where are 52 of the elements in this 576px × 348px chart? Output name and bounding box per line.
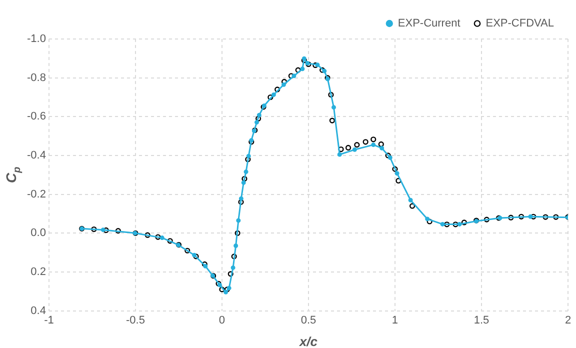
y-tick-label: 0.2	[30, 266, 46, 278]
point	[380, 146, 384, 150]
point	[241, 180, 246, 185]
point	[302, 56, 306, 61]
point	[388, 155, 392, 160]
y-tick-label: -0.8	[26, 72, 46, 84]
point	[236, 218, 241, 223]
point	[246, 154, 251, 158]
x-tick-label: 1.5	[474, 314, 490, 326]
point	[238, 196, 244, 201]
point	[100, 228, 106, 232]
y-axis-title: Cp	[3, 166, 23, 184]
y-tick-label: 0.4	[30, 304, 46, 317]
point	[230, 265, 236, 270]
x-tick-label: -1	[44, 314, 54, 326]
point	[226, 286, 232, 290]
legend-label: EXP-Current	[398, 18, 460, 30]
point	[408, 198, 413, 202]
point	[160, 236, 164, 240]
y-tick-label: -0.2	[26, 188, 46, 200]
point	[254, 120, 259, 125]
point	[256, 112, 262, 118]
point	[315, 62, 320, 68]
point	[234, 244, 238, 248]
point	[244, 170, 248, 174]
point	[331, 105, 336, 110]
point	[425, 216, 430, 222]
point	[394, 171, 400, 176]
legend-label: EXP-CFDVAL	[486, 18, 554, 30]
point	[292, 74, 296, 78]
point	[271, 92, 276, 97]
point	[322, 68, 327, 74]
point	[457, 222, 462, 226]
y-tick-label: -0.6	[26, 110, 46, 123]
x-tick-label: 2	[564, 314, 572, 326]
x-axis-title: x/c	[298, 334, 318, 348]
point	[203, 264, 208, 268]
point	[371, 142, 376, 148]
y-tick-label: 0.0	[30, 227, 46, 240]
y-tick-label: -0.4	[26, 150, 46, 162]
x-tick-label: 0.5	[300, 314, 316, 326]
point	[224, 290, 228, 294]
point	[300, 66, 305, 72]
y-tick-label: -1.0	[26, 33, 46, 46]
x-tick-label: 0	[218, 314, 226, 326]
point	[528, 214, 533, 219]
point	[281, 82, 286, 87]
point	[440, 222, 445, 226]
point	[352, 147, 357, 152]
x-tick-label: 1	[392, 314, 398, 326]
x-tick-label: -0.5	[126, 314, 145, 326]
point	[337, 152, 342, 157]
